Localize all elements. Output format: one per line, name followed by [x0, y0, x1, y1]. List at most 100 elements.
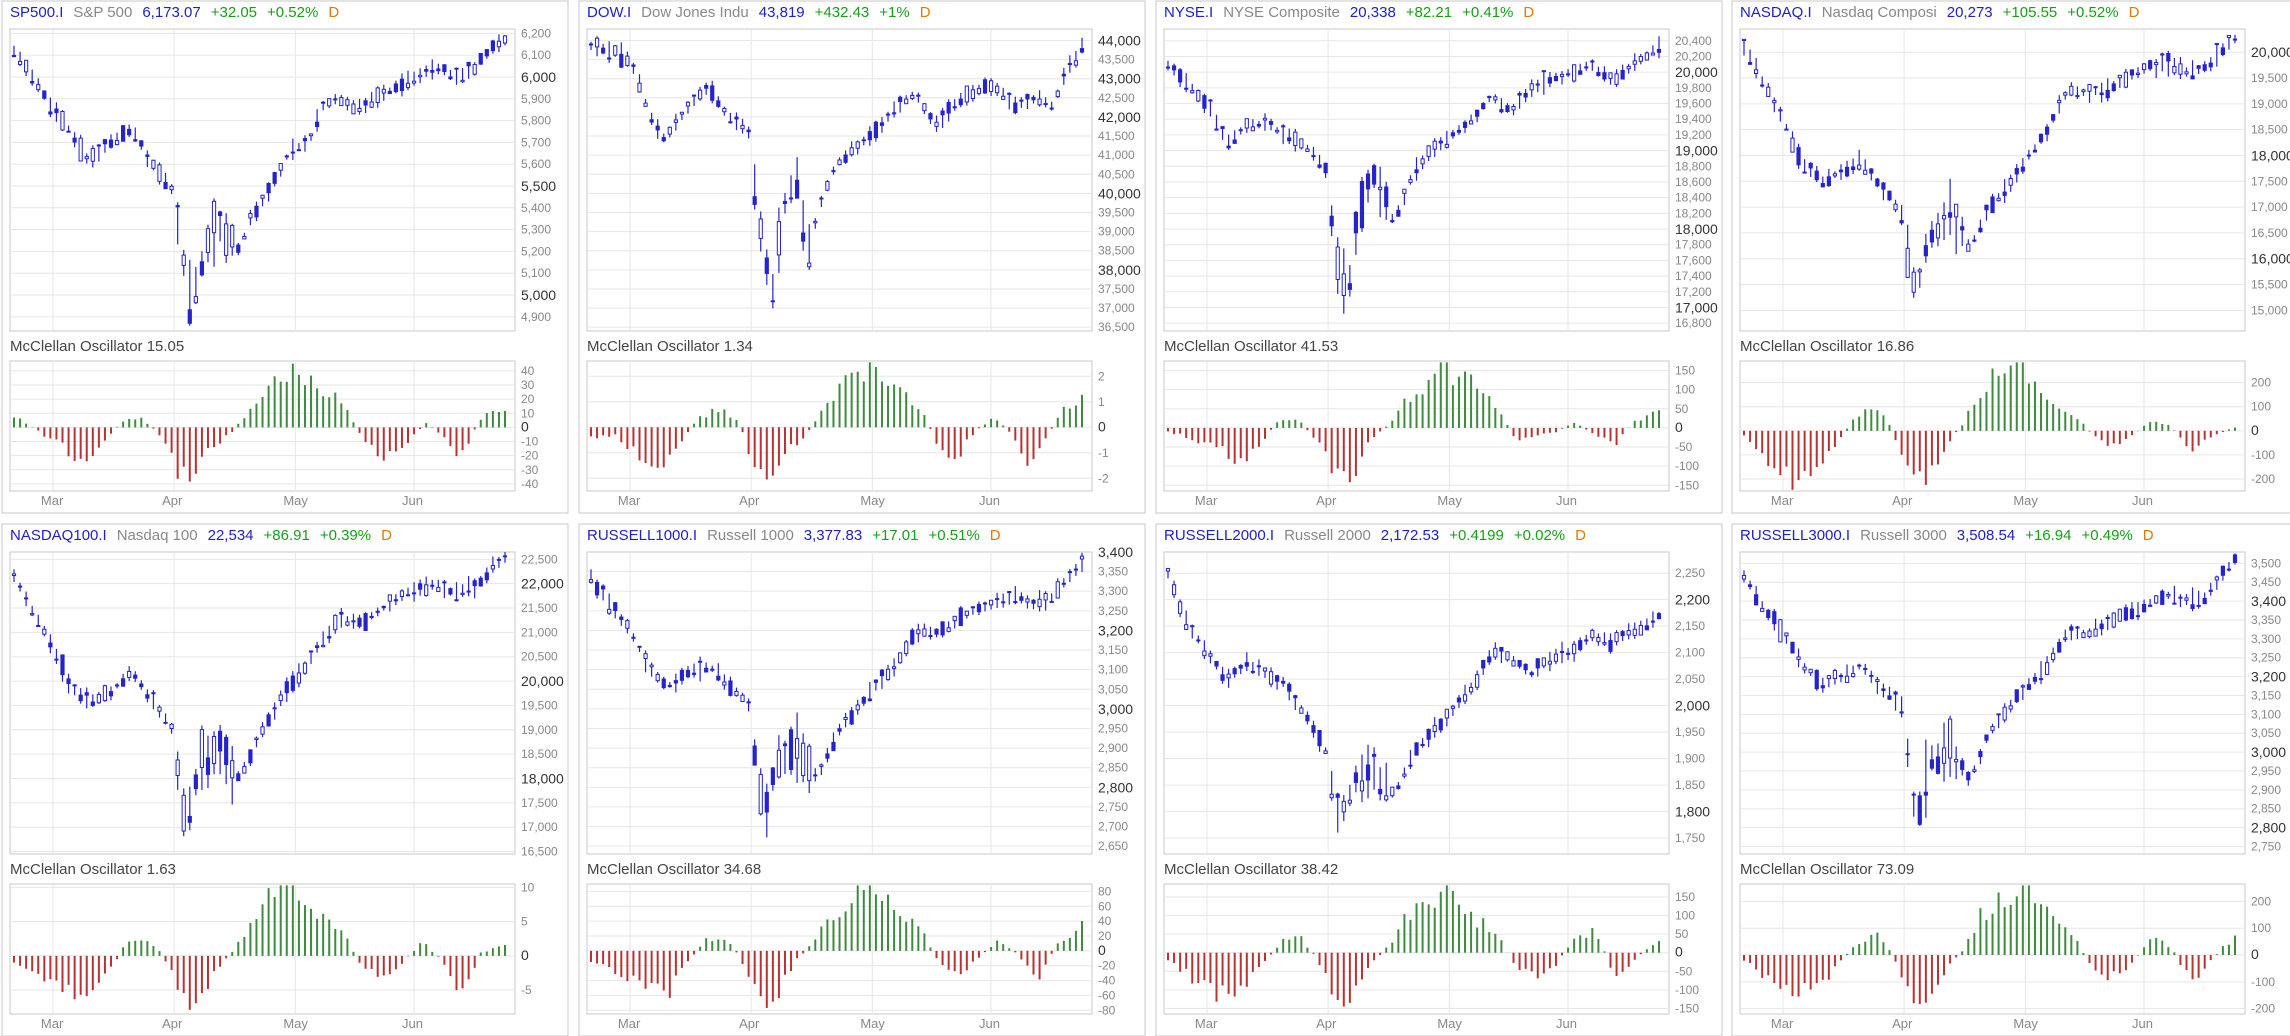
price-bar-body [1941, 747, 1947, 764]
index-name-label: Russell 2000 [1284, 527, 1371, 544]
month-label: Mar [1771, 1016, 1794, 1031]
price-bar-body [1347, 799, 1352, 804]
price-bar-body [843, 154, 848, 163]
price-bar-body [770, 300, 775, 303]
price-bar-body [861, 139, 866, 142]
price-bars [1165, 36, 1662, 314]
panel-frame [1155, 523, 1723, 1036]
month-label: Apr [1892, 493, 1913, 508]
price-change: +0.4199 [1449, 527, 1504, 544]
price-bar-body [1899, 220, 1904, 224]
price-bar-body [801, 232, 806, 242]
price-bar-body [2172, 602, 2177, 605]
price-bar-body [976, 604, 982, 613]
price-bar-body [1232, 139, 1237, 144]
price-bar-body [891, 112, 897, 115]
price-bar-body [2063, 92, 2068, 96]
price-tick-label: 43,500 [1098, 53, 1135, 67]
price-bar-body [1043, 102, 1048, 106]
price-bar-body [2141, 603, 2147, 613]
price-tick-label: 1,950 [1675, 725, 1705, 739]
price-bar-body [381, 605, 386, 609]
price-bar-body [2220, 47, 2225, 55]
price-bar-body [151, 692, 156, 695]
price-bar-body [2026, 154, 2032, 157]
month-label: Jun [979, 1016, 1000, 1031]
price-bar-body [1553, 75, 1559, 82]
price-bar-body [1019, 596, 1024, 601]
price-bar-body [2057, 99, 2062, 104]
price-tick-label: 4,900 [521, 310, 551, 324]
oscillator-tick-label: 80 [1098, 884, 1112, 898]
price-bar-body [430, 69, 435, 73]
oscillator-tick-label: 50 [1675, 402, 1689, 416]
price-bar-body [1499, 646, 1504, 652]
price-bar-body [1614, 632, 1619, 643]
price-bar-body [988, 80, 994, 93]
price-bar-body [1268, 671, 1274, 685]
price-bar-body [1887, 695, 1892, 700]
price-bar-body [175, 205, 180, 208]
price-bar-body [36, 624, 41, 627]
price-bar-body [1493, 647, 1498, 658]
oscillator-bars [13, 885, 506, 1010]
price-bar-body [217, 730, 223, 752]
price-bar-body [2196, 65, 2201, 69]
price-bar-body [2075, 95, 2080, 98]
price-tick-label-major: 2,800 [1098, 779, 1133, 795]
index-name-label: S&P 500 [73, 4, 132, 21]
price-bar-body [2166, 53, 2171, 62]
price-bar-body [964, 85, 969, 103]
price-bar-body [1954, 758, 1959, 763]
price-bar-body [1608, 72, 1613, 79]
price-bar-body [2014, 168, 2019, 175]
price-bar-body [1529, 83, 1534, 91]
price-bar-body [54, 108, 59, 114]
price-tick-label: 15,500 [2251, 278, 2288, 292]
price-bar-body [224, 223, 229, 256]
oscillator-tick-label: 20 [521, 392, 535, 406]
price-bar-body [1814, 170, 1819, 181]
price-bar-body [1547, 77, 1552, 84]
price-tick-label: 2,900 [2251, 783, 2281, 797]
month-label: Jun [2132, 1016, 2153, 1031]
price-bar-body [1626, 65, 1631, 70]
price-bar-body [710, 668, 715, 671]
price-bar-body [102, 685, 108, 702]
price-change: +105.55 [2003, 4, 2058, 21]
price-bar-body [2105, 617, 2110, 620]
price-tick-label-major: 3,200 [2251, 669, 2286, 685]
price-bar-body [1055, 90, 1060, 98]
price-bar-body [193, 296, 198, 304]
price-tick-label-major: 5,000 [521, 287, 556, 303]
price-bar-body [776, 221, 782, 256]
price-bar-body [964, 610, 969, 616]
price-bar-body [2099, 92, 2104, 96]
price-bar-body [1220, 126, 1225, 130]
price-bar-body [2172, 66, 2177, 74]
price-bar-body [1875, 178, 1880, 187]
oscillator-tick-label: 10 [521, 406, 535, 420]
price-bar-body [1517, 659, 1522, 667]
price-bar-body [1311, 155, 1316, 158]
price-bar-body [1935, 223, 1941, 239]
price-bars [1741, 553, 2238, 826]
month-label: Jun [402, 493, 423, 508]
chart-panel: SP500.I S&P 500 6,173.07 +32.05 +0.52% D 6,200… [1, 0, 569, 514]
oscillator-tick-label: 50 [1675, 927, 1689, 941]
price-pane-border [9, 28, 516, 332]
price-bar-body [782, 743, 788, 747]
price-bar-body [2002, 191, 2007, 196]
price-bar-body [2196, 604, 2201, 607]
price-tick-label: 16,800 [1675, 316, 1712, 330]
price-tick-label-major: 1,800 [1675, 804, 1710, 820]
oscillator-tick-label: 10 [521, 880, 535, 894]
price-bar-body [1007, 92, 1012, 95]
price-tick-label: 18,200 [1675, 206, 1712, 220]
oscillator-tick-label: -80 [1098, 1003, 1116, 1017]
timeframe-label: D [381, 527, 392, 544]
price-bar-body [619, 616, 624, 620]
price-tick-label: 2,850 [1098, 761, 1128, 775]
index-name-label: Dow Jones Indu [641, 4, 749, 21]
price-bar-body [655, 125, 660, 131]
